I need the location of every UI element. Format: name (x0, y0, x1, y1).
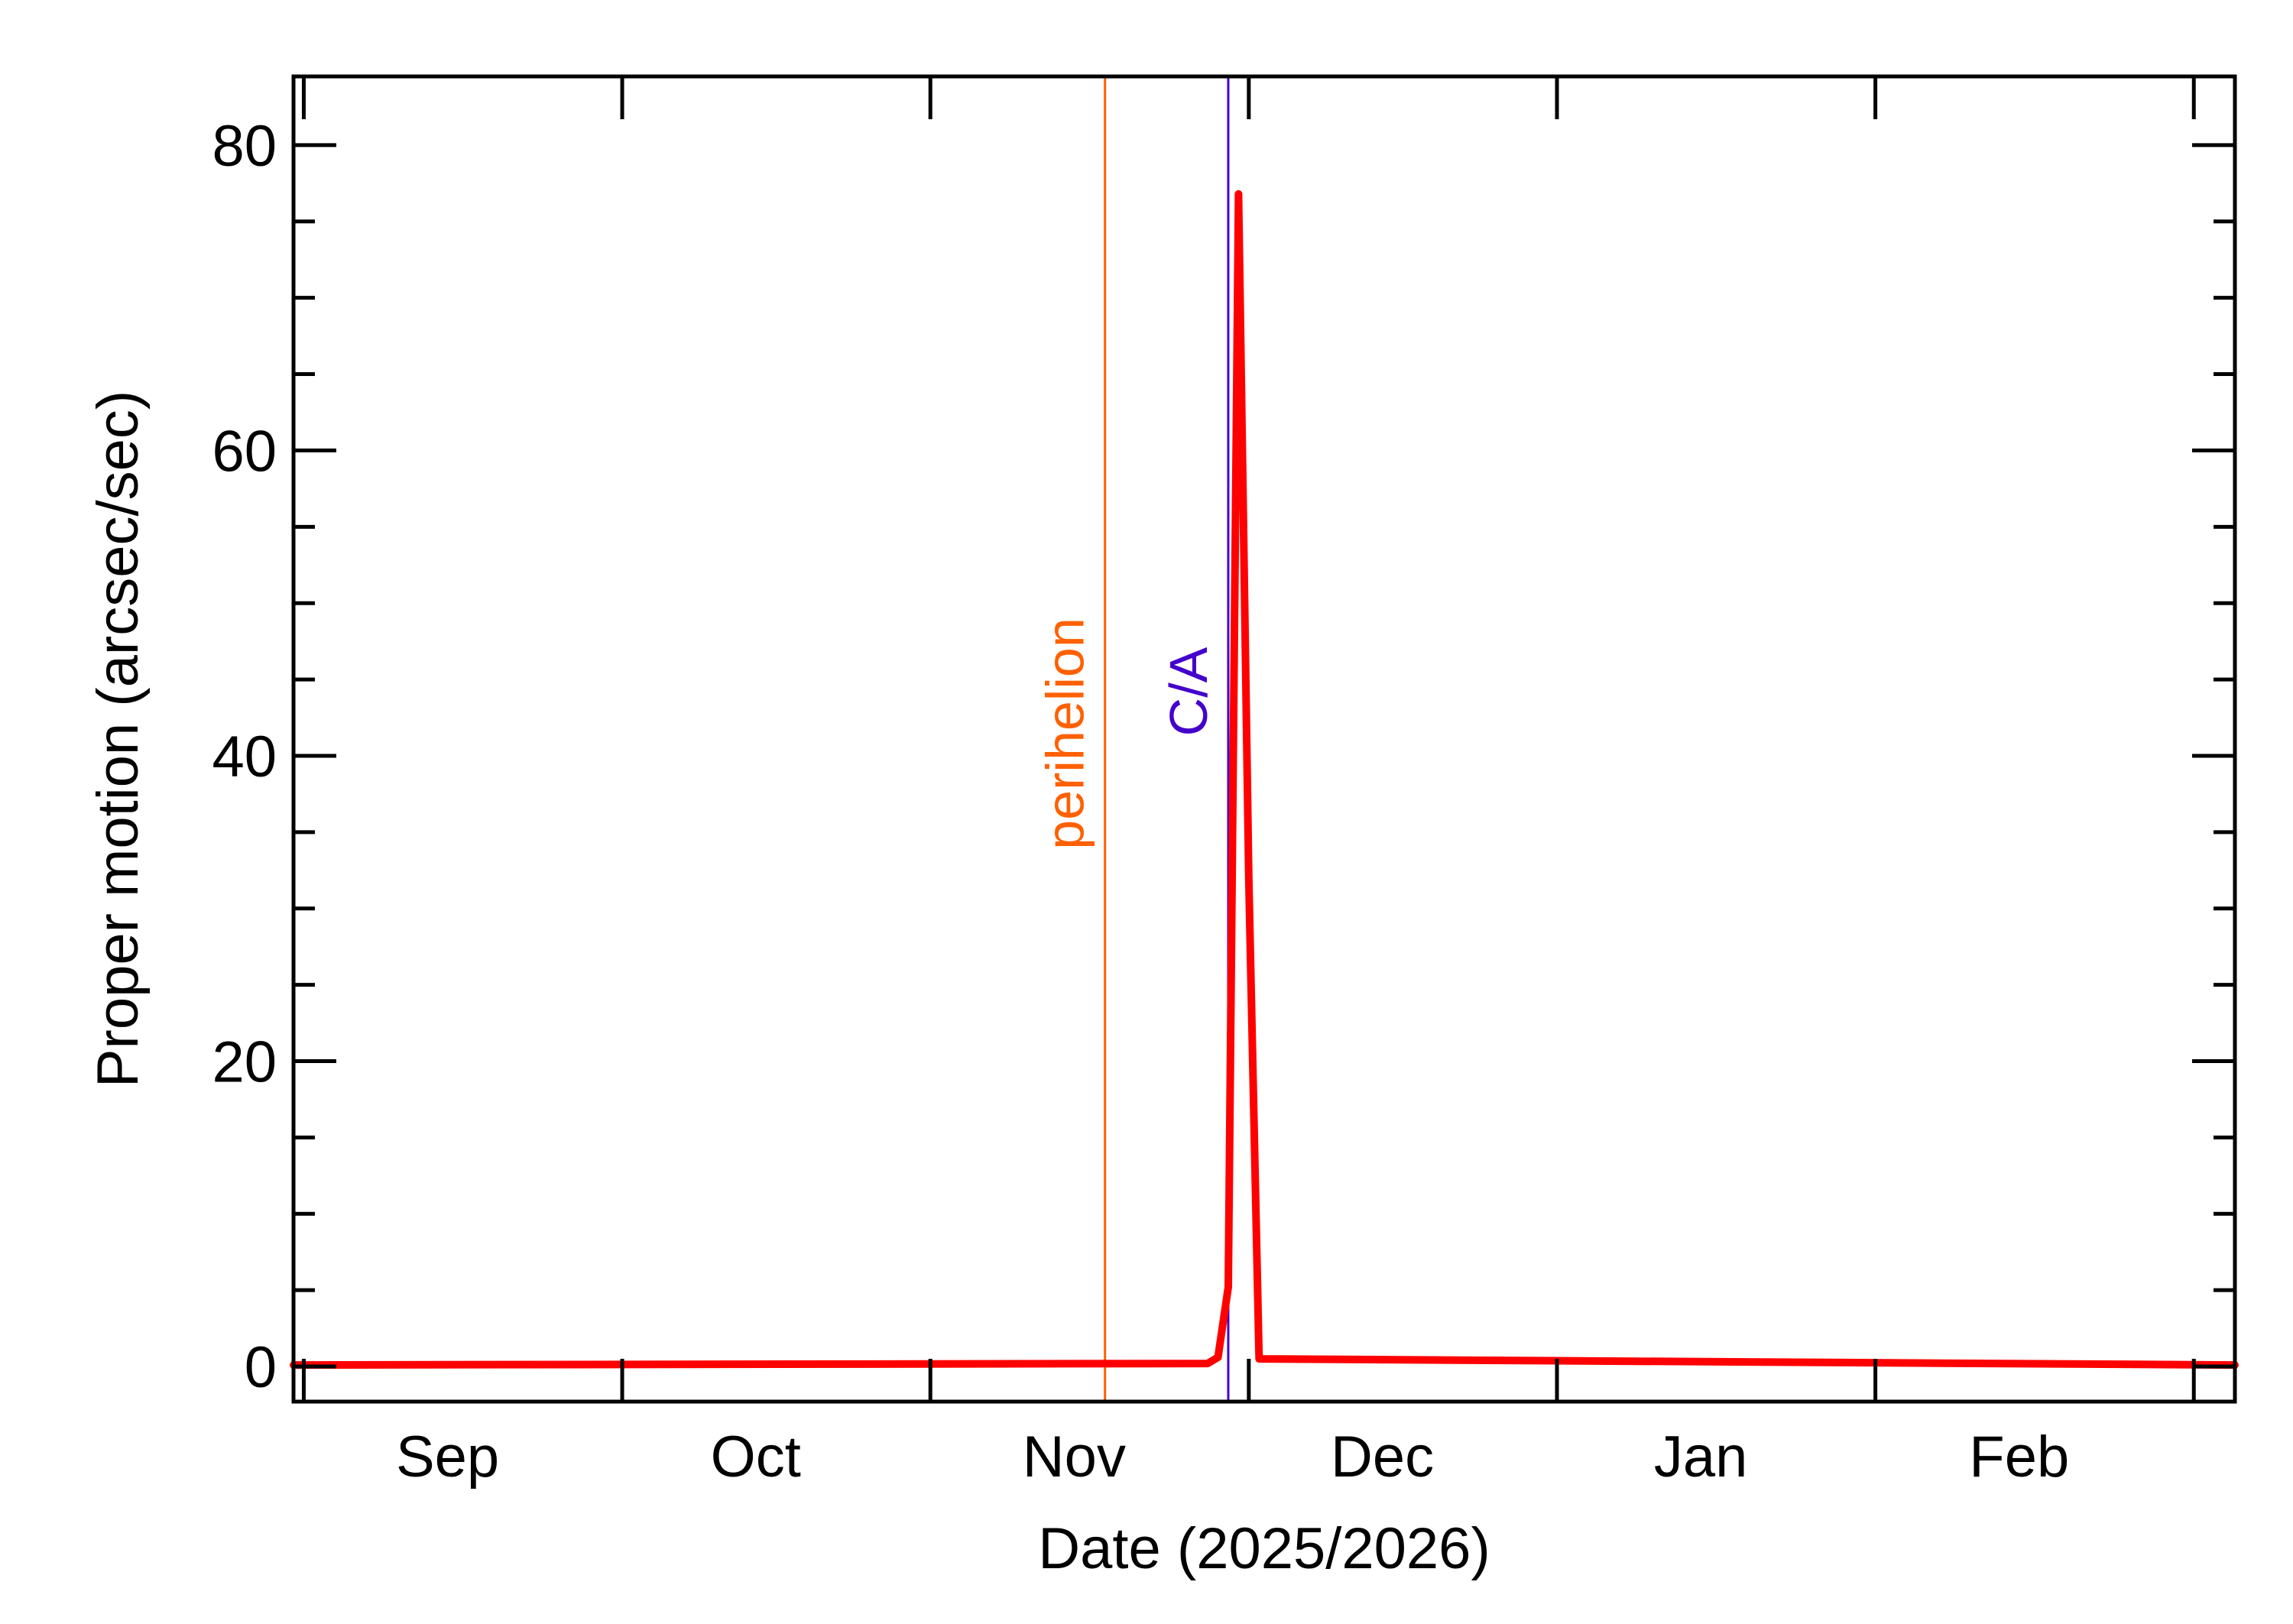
y-axis-label: Proper motion (arcsec/sec) (86, 391, 151, 1088)
series-group (290, 190, 2239, 1370)
x-tick-label: Oct (711, 1425, 801, 1489)
y-tick-label: 80 (212, 114, 277, 179)
y-tick-label: 20 (212, 1030, 277, 1095)
x-tick-label: Jan (1654, 1425, 1748, 1489)
y-tick-label: 60 (212, 419, 277, 484)
x-tick-label: Dec (1331, 1425, 1434, 1489)
event-marker-label: C/A (1159, 647, 1218, 736)
event-marker-label: perihelion (1036, 618, 1095, 850)
x-axis-label: Date (2025/2026) (1038, 1516, 1490, 1581)
series-line (290, 190, 2239, 1370)
y-tick-label: 0 (245, 1335, 277, 1400)
x-tick-label: Feb (1969, 1425, 2069, 1489)
y-tick-labels: 0 20 40 60 80 (212, 114, 277, 1400)
event-markers: perihelion C/A (1036, 76, 1230, 1402)
x-tick-label: Sep (396, 1425, 499, 1489)
x-tick-label: Nov (1023, 1425, 1126, 1489)
y-tick-label: 40 (212, 724, 277, 789)
x-tick-labels: Sep Oct Nov Dec Jan Feb (396, 1425, 2069, 1489)
plot-frame (291, 74, 2237, 1404)
axis-ticks (294, 76, 2235, 1402)
